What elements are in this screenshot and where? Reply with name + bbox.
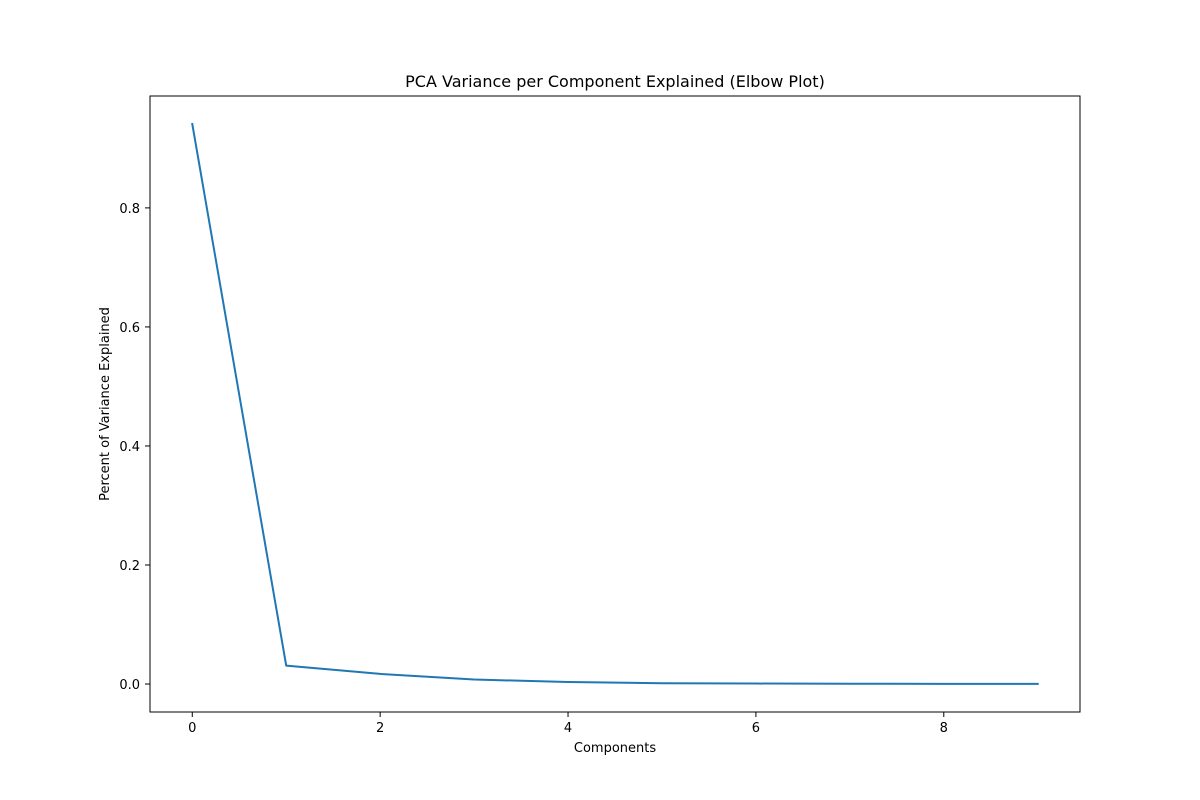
x-tick-label: 0 (188, 721, 196, 736)
y-tick-label: 0.6 (119, 321, 140, 336)
x-axis-label: Components (574, 741, 656, 756)
x-axis-ticks: 0 2 4 6 8 (188, 712, 948, 736)
x-tick-label: 6 (752, 721, 760, 736)
y-tick-label: 0.2 (119, 559, 140, 574)
y-tick-label: 0.8 (119, 202, 140, 217)
x-tick-label: 4 (564, 721, 572, 736)
y-tick-label: 0.4 (119, 440, 140, 455)
plot-frame (149, 95, 1081, 713)
plot-area (150, 96, 1080, 712)
y-tick-label: 0.0 (119, 678, 140, 693)
x-tick-label: 8 (940, 721, 948, 736)
chart-title: PCA Variance per Component Explained (El… (405, 72, 825, 91)
y-axis-ticks: 0.0 0.2 0.4 0.6 0.8 (119, 202, 150, 693)
y-axis-label: Percent of Variance Explained (98, 307, 113, 501)
series-line (191, 122, 1039, 685)
x-tick-label: 2 (376, 721, 384, 736)
